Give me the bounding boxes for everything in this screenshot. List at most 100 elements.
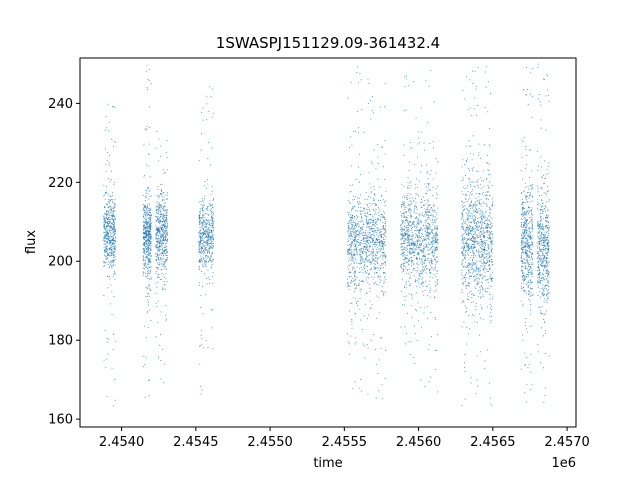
- data-point: [424, 266, 427, 268]
- data-point: [149, 262, 151, 264]
- data-point: [382, 199, 385, 201]
- data-point: [405, 230, 407, 232]
- data-point: [106, 242, 108, 244]
- data-point: [431, 262, 433, 264]
- data-point: [421, 212, 423, 214]
- data-point: [412, 241, 415, 243]
- data-point: [111, 138, 113, 140]
- data-point: [366, 216, 368, 218]
- data-point: [368, 202, 370, 204]
- data-point: [202, 207, 205, 209]
- data-point: [144, 174, 146, 176]
- data-point: [200, 229, 202, 231]
- data-point: [404, 231, 406, 233]
- data-point: [478, 232, 480, 234]
- data-point: [199, 231, 201, 233]
- data-point: [207, 228, 209, 231]
- data-point: [464, 238, 466, 241]
- data-point: [206, 240, 208, 242]
- data-point: [204, 260, 206, 262]
- data-point: [103, 216, 105, 218]
- data-point: [211, 190, 213, 192]
- data-point: [486, 197, 488, 199]
- data-point: [351, 260, 353, 262]
- data-point: [373, 194, 375, 196]
- data-point: [462, 204, 464, 206]
- data-point: [468, 238, 470, 240]
- data-point: [382, 248, 385, 250]
- data-point: [465, 255, 467, 257]
- data-point: [464, 371, 466, 373]
- data-point: [473, 108, 475, 110]
- data-point: [104, 240, 106, 242]
- data-point: [379, 276, 381, 278]
- data-point: [160, 220, 162, 222]
- data-point: [146, 87, 148, 89]
- data-point: [367, 207, 369, 209]
- data-point: [106, 256, 108, 258]
- data-point: [346, 285, 349, 287]
- data-point: [413, 206, 415, 208]
- data-point: [480, 251, 482, 253]
- data-point: [478, 221, 480, 223]
- data-point: [475, 225, 477, 227]
- data-point: [351, 216, 354, 218]
- data-point: [360, 266, 362, 268]
- data-point: [204, 217, 206, 219]
- data-point: [200, 133, 203, 135]
- data-point: [486, 270, 488, 273]
- data-point: [401, 238, 403, 240]
- data-point: [464, 197, 466, 199]
- data-point: [204, 273, 206, 275]
- data-point: [429, 276, 431, 278]
- data-point: [383, 228, 385, 230]
- data-point: [419, 271, 421, 273]
- data-point: [202, 260, 204, 263]
- data-point: [384, 241, 386, 243]
- data-point: [207, 238, 209, 240]
- data-point: [462, 250, 464, 253]
- data-point: [465, 145, 467, 147]
- data-point: [413, 325, 415, 327]
- data-point: [379, 281, 381, 284]
- data-point: [106, 233, 108, 236]
- data-point: [159, 219, 162, 221]
- data-point: [199, 223, 201, 226]
- data-point: [414, 233, 416, 235]
- data-point: [431, 261, 433, 263]
- data-point: [480, 221, 482, 223]
- data-point: [358, 279, 360, 281]
- data-point: [205, 230, 207, 232]
- data-point: [204, 226, 206, 228]
- data-point: [354, 274, 356, 276]
- data-point: [204, 265, 206, 268]
- data-point: [109, 303, 111, 305]
- data-point: [356, 266, 358, 268]
- data-point: [146, 125, 148, 127]
- data-point: [463, 208, 466, 210]
- data-point: [157, 209, 159, 211]
- data-point: [146, 187, 148, 189]
- data-point: [159, 344, 161, 346]
- data-point: [464, 98, 466, 100]
- data-point: [161, 252, 163, 254]
- data-point: [166, 231, 168, 233]
- data-point: [203, 243, 205, 245]
- data-point: [425, 246, 427, 248]
- data-point: [427, 226, 429, 228]
- data-point: [144, 396, 146, 398]
- data-point: [468, 246, 470, 248]
- data-point: [435, 240, 438, 243]
- data-point: [489, 208, 491, 210]
- data-point: [405, 287, 407, 289]
- data-point: [369, 235, 371, 237]
- data-point: [145, 266, 147, 268]
- data-point: [420, 199, 423, 201]
- data-point: [423, 252, 425, 254]
- data-point: [159, 222, 161, 224]
- data-point: [161, 189, 163, 191]
- data-point: [404, 285, 406, 287]
- data-point: [382, 238, 384, 241]
- data-point: [475, 241, 477, 243]
- data-point: [481, 255, 483, 257]
